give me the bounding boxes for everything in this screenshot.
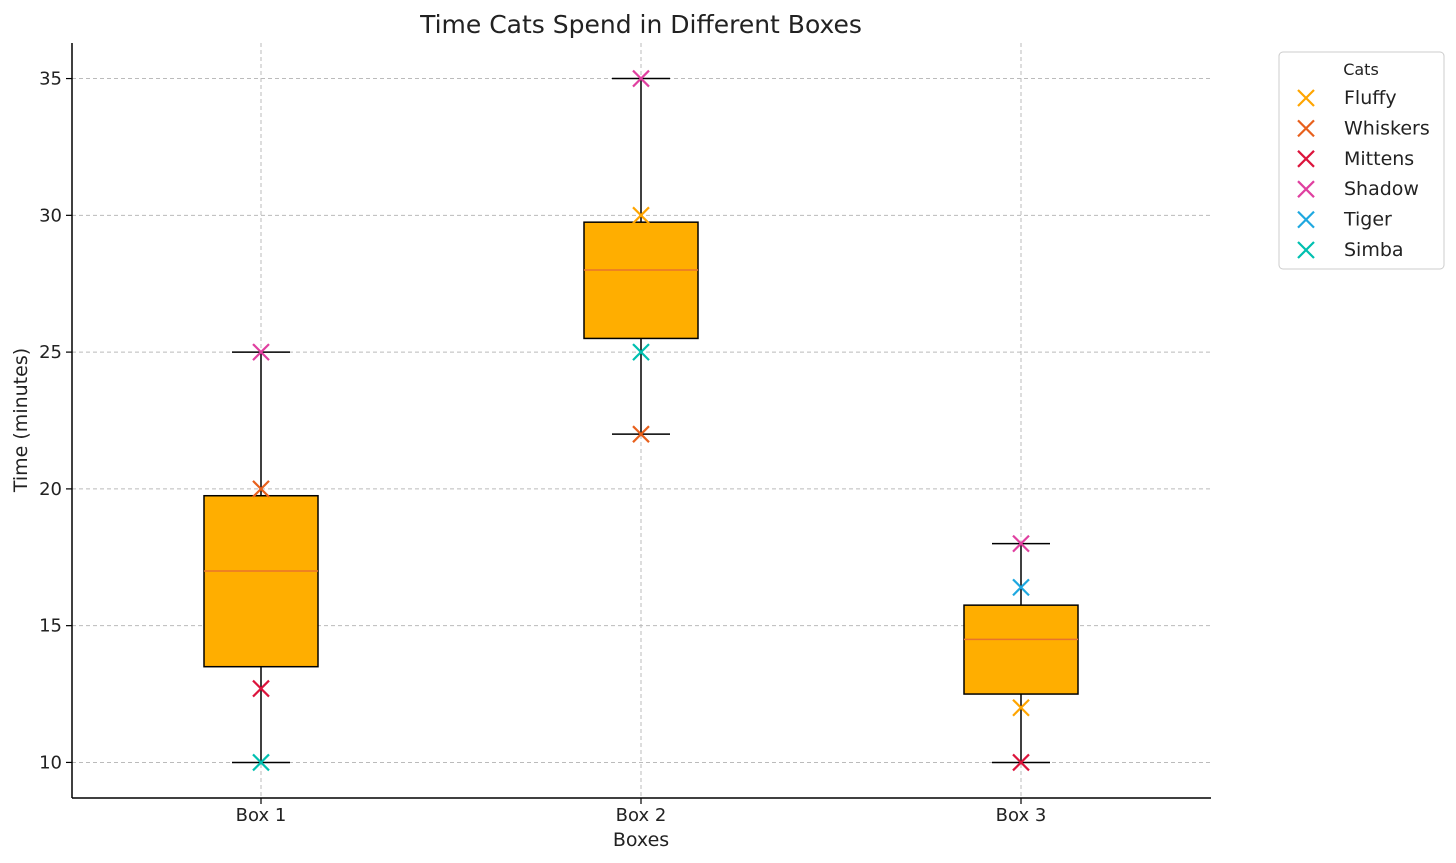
legend-marker-fluffy — [1297, 89, 1315, 107]
legend-label-fluffy: Fluffy — [1344, 87, 1397, 109]
x-axis-title: Boxes — [613, 829, 669, 851]
box-3 — [963, 542, 1079, 764]
legend-label-shadow: Shadow — [1344, 178, 1419, 200]
legend: Cats Fluffy Whiskers Mittens Shadow Tiger Sim… — [1278, 51, 1445, 270]
y-tick-label: 30 — [39, 205, 62, 226]
legend-marker-tiger — [1297, 210, 1315, 229]
box-iqr — [203, 494, 319, 668]
point-whiskers — [632, 425, 650, 443]
box-iqr — [583, 221, 699, 340]
legend-title: Cats — [1343, 60, 1379, 79]
x-tick-label: Box 1 — [236, 805, 287, 826]
point-fluffy — [1012, 698, 1030, 717]
box-1 — [203, 351, 319, 764]
point-shadow — [252, 343, 270, 361]
legend-marker-mittens — [1297, 150, 1315, 168]
box-2 — [583, 77, 699, 435]
x-tick-label: Box 3 — [996, 805, 1047, 826]
axes: 10 15 20 25 30 35 Box 1 Box 2 Box 3 — [39, 43, 1211, 826]
y-tick-label: 35 — [39, 69, 62, 90]
legend-label-tiger: Tiger — [1343, 209, 1392, 231]
legend-label-whiskers: Whiskers — [1344, 117, 1430, 139]
legend-marker-whiskers — [1297, 119, 1315, 138]
box-plot-boxes — [203, 77, 1079, 764]
point-mittens — [1012, 753, 1030, 772]
legend-frame — [1278, 51, 1445, 270]
y-tick-label: 10 — [39, 752, 62, 773]
y-axis-title: Time (minutes) — [10, 348, 32, 493]
legend-marker-shadow — [1297, 180, 1315, 198]
point-shadow — [1012, 534, 1030, 553]
legend-marker-simba — [1297, 241, 1315, 259]
legend-label-simba: Simba — [1344, 239, 1404, 261]
box-iqr — [963, 604, 1079, 695]
point-fluffy — [632, 206, 650, 225]
chart-title: Time Cats Spend in Different Boxes — [419, 10, 862, 39]
legend-label-mittens: Mittens — [1344, 148, 1414, 170]
y-tick-label: 20 — [39, 479, 62, 500]
x-tick-label: Box 2 — [616, 805, 667, 826]
point-whiskers — [252, 480, 270, 498]
point-simba — [252, 753, 270, 772]
point-simba — [632, 343, 650, 361]
point-mittens — [252, 679, 270, 698]
point-shadow — [632, 69, 650, 88]
y-tick-label: 25 — [39, 342, 62, 363]
y-tick-label: 15 — [39, 616, 62, 637]
cat-points — [252, 69, 1030, 772]
point-tiger — [1012, 578, 1030, 597]
